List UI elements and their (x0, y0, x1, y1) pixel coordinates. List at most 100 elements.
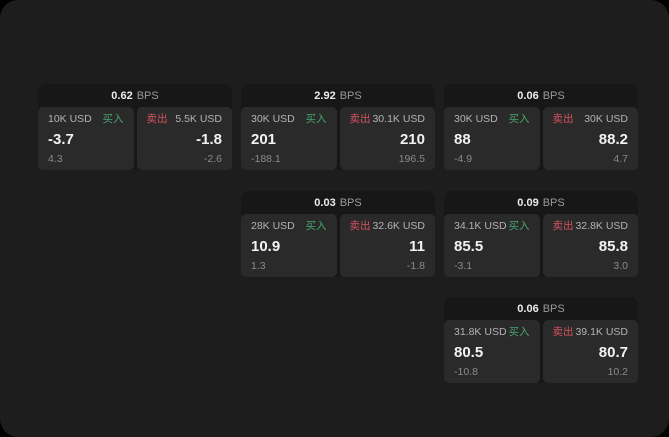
buy-side-label: 买入 (102, 113, 124, 125)
buy-panel-top: 31.8K USD 买入 (454, 327, 530, 338)
buy-price: -3.7 (48, 130, 74, 148)
quote-card: 0.06 BPS 30K USD 买入 88 -4.9 卖出 30K USD 8… (444, 84, 638, 170)
bps-value: 0.62 (111, 89, 133, 102)
buy-panel-top: 28K USD 买入 (251, 221, 327, 232)
sell-amount: 30.1K USD (372, 113, 425, 125)
bps-unit-label: BPS (542, 302, 565, 315)
buy-panel-top: 34.1K USD 买入 (454, 221, 530, 232)
buy-side-label: 买入 (305, 220, 327, 232)
quote-panels: 30K USD 买入 201 -188.1 卖出 30.1K USD 210 1… (241, 107, 435, 170)
quote-panels: 28K USD 买入 10.9 1.3 卖出 32.6K USD 11 -1.8 (241, 214, 435, 277)
sell-change: 4.7 (613, 152, 628, 165)
sell-panel-top: 卖出 30K USD (553, 114, 629, 125)
card-header: 2.92 BPS (241, 84, 435, 107)
sell-panel[interactable]: 卖出 39.1K USD 80.7 10.2 (542, 320, 638, 383)
sell-price: 85.8 (598, 237, 628, 255)
buy-change: 4.3 (48, 152, 63, 165)
card-header: 0.62 BPS (38, 84, 232, 107)
card-header: 0.06 BPS (444, 297, 638, 320)
sell-price: 88.2 (598, 130, 628, 148)
buy-amount: 30K USD (251, 113, 295, 125)
buy-panel[interactable]: 10K USD 买入 -3.7 4.3 (38, 107, 134, 170)
buy-panel[interactable]: 28K USD 买入 10.9 1.3 (241, 214, 337, 277)
buy-change: 1.3 (251, 259, 266, 272)
sell-amount: 32.8K USD (575, 220, 628, 232)
quote-card: 0.03 BPS 28K USD 买入 10.9 1.3 卖出 32.6K US… (241, 191, 435, 277)
buy-panel-top: 30K USD 买入 (454, 114, 530, 125)
sell-amount: 30K USD (584, 113, 628, 125)
sell-panel-top: 卖出 39.1K USD (553, 327, 629, 338)
sell-panel[interactable]: 卖出 5.5K USD -1.8 -2.6 (136, 107, 232, 170)
buy-amount: 10K USD (48, 113, 92, 125)
quote-card: 0.06 BPS 31.8K USD 买入 80.5 -10.8 卖出 39.1… (444, 297, 638, 383)
bps-unit-label: BPS (339, 89, 362, 102)
buy-side-label: 买入 (508, 326, 530, 338)
sell-side-label: 卖出 (146, 113, 168, 125)
buy-change: -10.8 (454, 365, 478, 378)
sell-side-label: 卖出 (552, 326, 574, 338)
buy-amount: 34.1K USD (454, 220, 507, 232)
buy-amount: 28K USD (251, 220, 295, 232)
buy-panel[interactable]: 30K USD 买入 201 -188.1 (241, 107, 337, 170)
buy-side-label: 买入 (508, 113, 530, 125)
buy-panel-top: 10K USD 买入 (48, 114, 124, 125)
sell-side-label: 卖出 (349, 113, 371, 125)
buy-price: 85.5 (454, 237, 484, 255)
buy-price: 80.5 (454, 343, 484, 361)
buy-panel-top: 30K USD 买入 (251, 114, 327, 125)
buy-panel[interactable]: 31.8K USD 买入 80.5 -10.8 (444, 320, 540, 383)
sell-amount: 5.5K USD (175, 113, 222, 125)
bps-unit-label: BPS (542, 89, 565, 102)
sell-change: 3.0 (613, 259, 628, 272)
sell-side-label: 卖出 (349, 220, 371, 232)
buy-price: 201 (251, 130, 277, 148)
quote-panels: 10K USD 买入 -3.7 4.3 卖出 5.5K USD -1.8 -2.… (38, 107, 232, 170)
card-header: 0.09 BPS (444, 191, 638, 214)
quote-panels: 30K USD 买入 88 -4.9 卖出 30K USD 88.2 4.7 (444, 107, 638, 170)
quote-card: 0.09 BPS 34.1K USD 买入 85.5 -3.1 卖出 32.8K… (444, 191, 638, 277)
sell-panel[interactable]: 卖出 30.1K USD 210 196.5 (339, 107, 435, 170)
sell-side-label: 卖出 (552, 220, 574, 232)
buy-change: -4.9 (454, 152, 473, 165)
bps-value: 0.03 (314, 196, 336, 209)
buy-panel[interactable]: 30K USD 买入 88 -4.9 (444, 107, 540, 170)
bps-value: 2.92 (314, 89, 336, 102)
sell-panel-top: 卖出 32.8K USD (553, 221, 629, 232)
bps-value: 0.06 (517, 89, 539, 102)
buy-amount: 30K USD (454, 113, 498, 125)
bps-unit-label: BPS (136, 89, 159, 102)
quote-panels: 31.8K USD 买入 80.5 -10.8 卖出 39.1K USD 80.… (444, 320, 638, 383)
sell-price: 11 (409, 237, 425, 255)
sell-price: -1.8 (196, 130, 222, 148)
bps-unit-label: BPS (542, 196, 565, 209)
bps-unit-label: BPS (339, 196, 362, 209)
bps-value: 0.09 (517, 196, 539, 209)
sell-panel-top: 卖出 32.6K USD (350, 221, 426, 232)
buy-side-label: 买入 (508, 220, 530, 232)
sell-amount: 32.6K USD (372, 220, 425, 232)
sell-panel[interactable]: 卖出 30K USD 88.2 4.7 (542, 107, 638, 170)
buy-side-label: 买入 (305, 113, 327, 125)
sell-change: 196.5 (398, 152, 425, 165)
card-header: 0.03 BPS (241, 191, 435, 214)
buy-panel[interactable]: 34.1K USD 买入 85.5 -3.1 (444, 214, 540, 277)
buy-price: 88 (454, 130, 471, 148)
sell-price: 210 (399, 130, 425, 148)
quote-card: 0.62 BPS 10K USD 买入 -3.7 4.3 卖出 5.5K USD… (38, 84, 232, 170)
buy-change: -188.1 (251, 152, 281, 165)
sell-price: 80.7 (598, 343, 628, 361)
card-header: 0.06 BPS (444, 84, 638, 107)
buy-amount: 31.8K USD (454, 326, 507, 338)
sell-change: -2.6 (203, 152, 222, 165)
sell-panel-top: 卖出 30.1K USD (350, 114, 426, 125)
sell-panel[interactable]: 卖出 32.6K USD 11 -1.8 (339, 214, 435, 277)
quote-panels: 34.1K USD 买入 85.5 -3.1 卖出 32.8K USD 85.8… (444, 214, 638, 277)
sell-change: -1.8 (406, 259, 425, 272)
sell-amount: 39.1K USD (575, 326, 628, 338)
sell-panel[interactable]: 卖出 32.8K USD 85.8 3.0 (542, 214, 638, 277)
sell-change: 10.2 (607, 365, 628, 378)
buy-price: 10.9 (251, 237, 281, 255)
buy-change: -3.1 (454, 259, 473, 272)
sell-side-label: 卖出 (552, 113, 574, 125)
